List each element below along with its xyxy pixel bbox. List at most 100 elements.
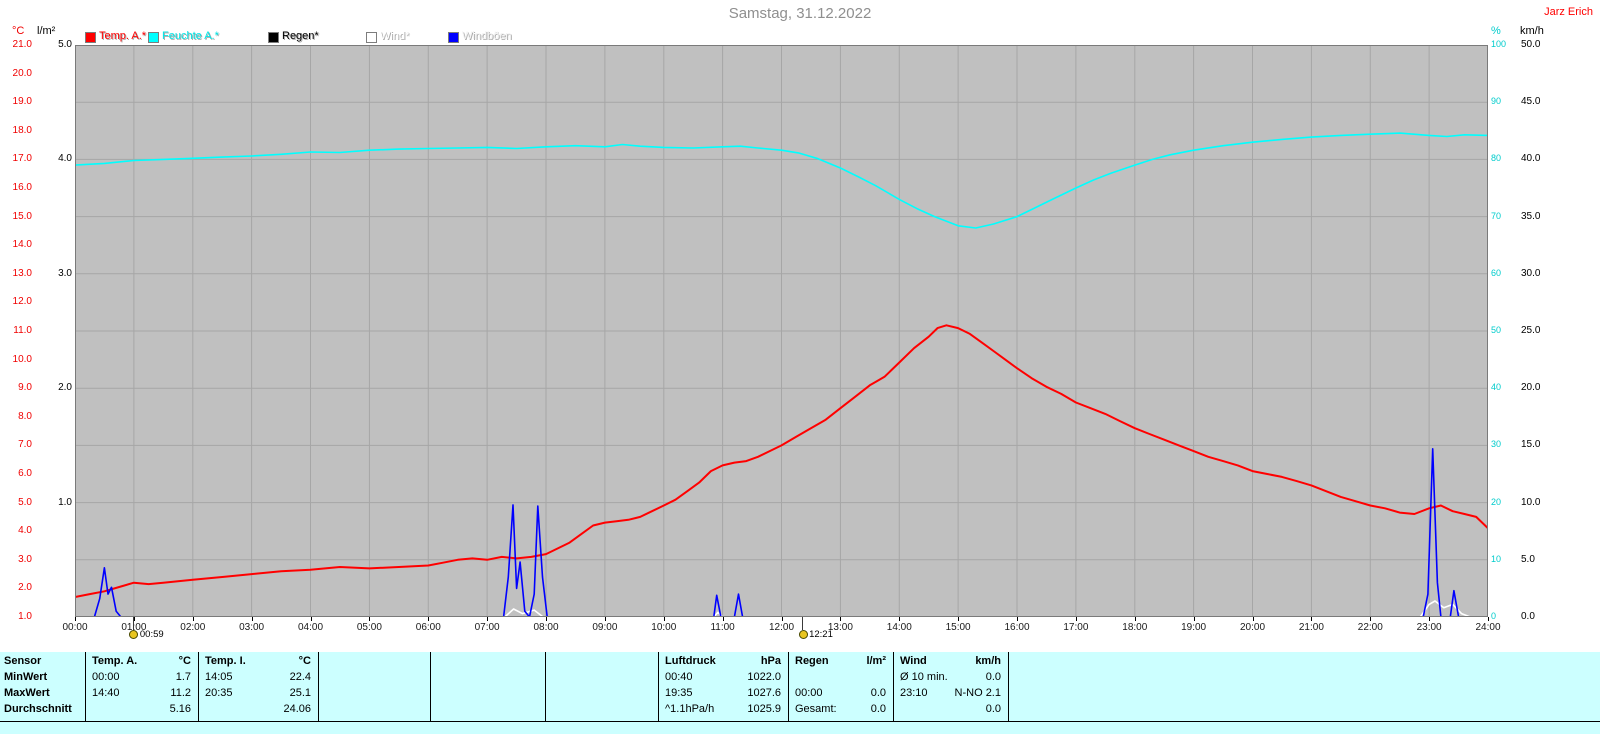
date-title: Samstag, 31.12.2022 — [728, 5, 872, 22]
legend-label: Wind* — [380, 30, 410, 42]
table-column-unit: °C — [178, 655, 191, 667]
series-temp-a- — [75, 324, 1488, 598]
humidity-axis-tick-label: 80 — [1491, 153, 1502, 164]
table-column-unit: l/m² — [866, 655, 886, 667]
table-column-name: Wind — [900, 655, 927, 667]
table-column-name: Temp. I. — [205, 655, 246, 667]
rain-axis-tick-label: 3.0 — [58, 267, 72, 279]
wind-axis-tick-label: 10.0 — [1521, 496, 1541, 508]
temp-axis-tick-label: 13.0 — [12, 267, 32, 279]
table-cell-time: 14:40 — [92, 687, 120, 699]
x-axis-tick-mark — [192, 617, 194, 621]
humidity-axis-tick-label: 50 — [1491, 325, 1502, 335]
table-row-header: MaxWert — [4, 687, 50, 699]
table-cell-value: 0.0 — [985, 671, 1001, 683]
table-cell-time: 14:05 — [205, 671, 233, 683]
temp-axis-tick-label: 17.0 — [12, 153, 32, 165]
temp-axis-tick-label: 5.0 — [18, 496, 32, 508]
temp-axis-tick-label: 10.0 — [12, 353, 32, 365]
temp-axis-tick-label: 2.0 — [18, 582, 32, 594]
legend-label: Windböen — [462, 30, 512, 42]
table-cell-time: 00:40 — [665, 671, 693, 683]
wind-axis-tick-label: 40.0 — [1521, 153, 1541, 165]
x-axis-tick-mark — [487, 617, 489, 621]
table-bottom-border — [0, 721, 1600, 722]
table-cell-value: 22.4 — [289, 671, 311, 683]
x-axis-tick-mark — [133, 617, 135, 621]
humidity-axis-tick-label: 70 — [1491, 210, 1502, 221]
legend-swatch-4 — [366, 32, 377, 43]
temp-axis-tick-label: 9.0 — [18, 382, 32, 394]
temp-axis-tick-label: 21.0 — [12, 39, 32, 50]
table-column-name: Regen — [795, 655, 829, 667]
humidity-axis-tick-label: 0 — [1491, 611, 1497, 621]
x-axis-tick-label: 05:00 — [356, 622, 382, 633]
x-axis-tick-mark — [1193, 617, 1195, 621]
wind-axis-unit-label: km/h — [1520, 25, 1544, 37]
x-axis-tick-label: 21:00 — [1298, 622, 1324, 633]
table-column-separator — [658, 652, 659, 722]
wind-axis-tick-label: 45.0 — [1521, 96, 1541, 108]
x-axis-tick-mark — [251, 617, 253, 621]
x-axis-tick-label: 23:00 — [1416, 622, 1442, 633]
table-cell-value: 0.0 — [870, 687, 886, 699]
x-axis-tick-mark — [369, 617, 371, 621]
legend-swatch-2 — [148, 32, 159, 43]
x-axis-tick-label: 12:00 — [768, 622, 795, 633]
table-column-separator — [198, 652, 199, 722]
legend-label: Temp. A.* — [99, 30, 147, 42]
table-cell-value: 5.16 — [169, 703, 191, 715]
humidity-axis-tick-label: 30 — [1491, 439, 1502, 450]
x-axis-tick-mark — [604, 617, 606, 621]
table-cell-time: 19:35 — [665, 687, 693, 699]
x-axis-tick-label: 11:00 — [710, 622, 735, 633]
x-axis-tick-mark — [75, 617, 76, 621]
x-axis-tick-mark — [1134, 617, 1136, 621]
temp-axis-tick-label: 1.0 — [18, 611, 32, 622]
table-column-name: Temp. A. — [92, 655, 138, 667]
x-axis-tick-label: 10:00 — [651, 622, 677, 633]
moon-marker-icon — [798, 630, 808, 639]
table-column-separator — [430, 652, 431, 722]
humidity-axis-tick-label: 10 — [1491, 553, 1502, 564]
chart-legend: Temp. A.* Feuchte A.* Regen* Wind* Windböen — [0, 30, 1600, 45]
x-axis-tick-label: 24:00 — [1475, 622, 1501, 633]
table-cell-value: 24.06 — [283, 703, 311, 715]
astro-marker-time: 00:59 — [139, 629, 164, 640]
legend-swatch-1 — [85, 32, 96, 43]
temp-axis-tick-label: 4.0 — [18, 525, 32, 537]
x-axis-tick-label: 19:00 — [1181, 622, 1207, 633]
table-cell-value: 25.1 — [289, 687, 311, 699]
table-cell-value: 1027.6 — [747, 687, 781, 699]
table-cell-value: 1.7 — [175, 671, 191, 683]
x-axis-tick-mark — [722, 617, 724, 621]
x-axis-tick-label: 07:00 — [474, 622, 500, 633]
x-axis-tick-label: 01:00 — [121, 622, 147, 633]
x-axis-tick-label: 16:00 — [1004, 622, 1030, 633]
x-axis-tick-label: 00:00 — [62, 622, 88, 633]
table-column-unit: °C — [298, 655, 311, 667]
legend-label: Feuchte A.* — [162, 30, 219, 42]
table-cell-value: 0.0 — [985, 703, 1001, 715]
table-column-separator — [893, 652, 894, 722]
x-axis-tick-mark — [663, 617, 665, 621]
temp-axis-tick-label: 3.0 — [18, 553, 32, 565]
table-row-header: Durchschnitt — [4, 703, 72, 715]
plot-area[interactable] — [75, 45, 1488, 617]
summary-table: Sensor MinWert MaxWert Durchschnitt Temp. A.… — [0, 652, 1600, 734]
x-axis-tick-mark — [1429, 617, 1431, 621]
rain-axis-tick-label: 2.0 — [58, 382, 72, 394]
series-wind — [75, 600, 1488, 617]
table-cell-time: ^1.1hPa/h — [665, 703, 715, 715]
temp-axis-tick-label: 8.0 — [18, 410, 32, 422]
temp-axis-tick-label: 14.0 — [12, 239, 32, 251]
series-feuchte-a- — [75, 132, 1488, 229]
x-axis-tick-label: 04:00 — [297, 622, 324, 633]
table-column-name: Luftdruck — [665, 655, 716, 667]
table-column-separator — [318, 652, 319, 722]
x-axis-tick-label: 13:00 — [827, 622, 853, 633]
x-axis-tick-label: 22:00 — [1357, 622, 1383, 633]
humidity-axis-tick-label: 100 — [1491, 39, 1507, 49]
wind-axis-tick-label: 0.0 — [1521, 611, 1535, 622]
x-axis-tick-mark — [1252, 617, 1254, 621]
